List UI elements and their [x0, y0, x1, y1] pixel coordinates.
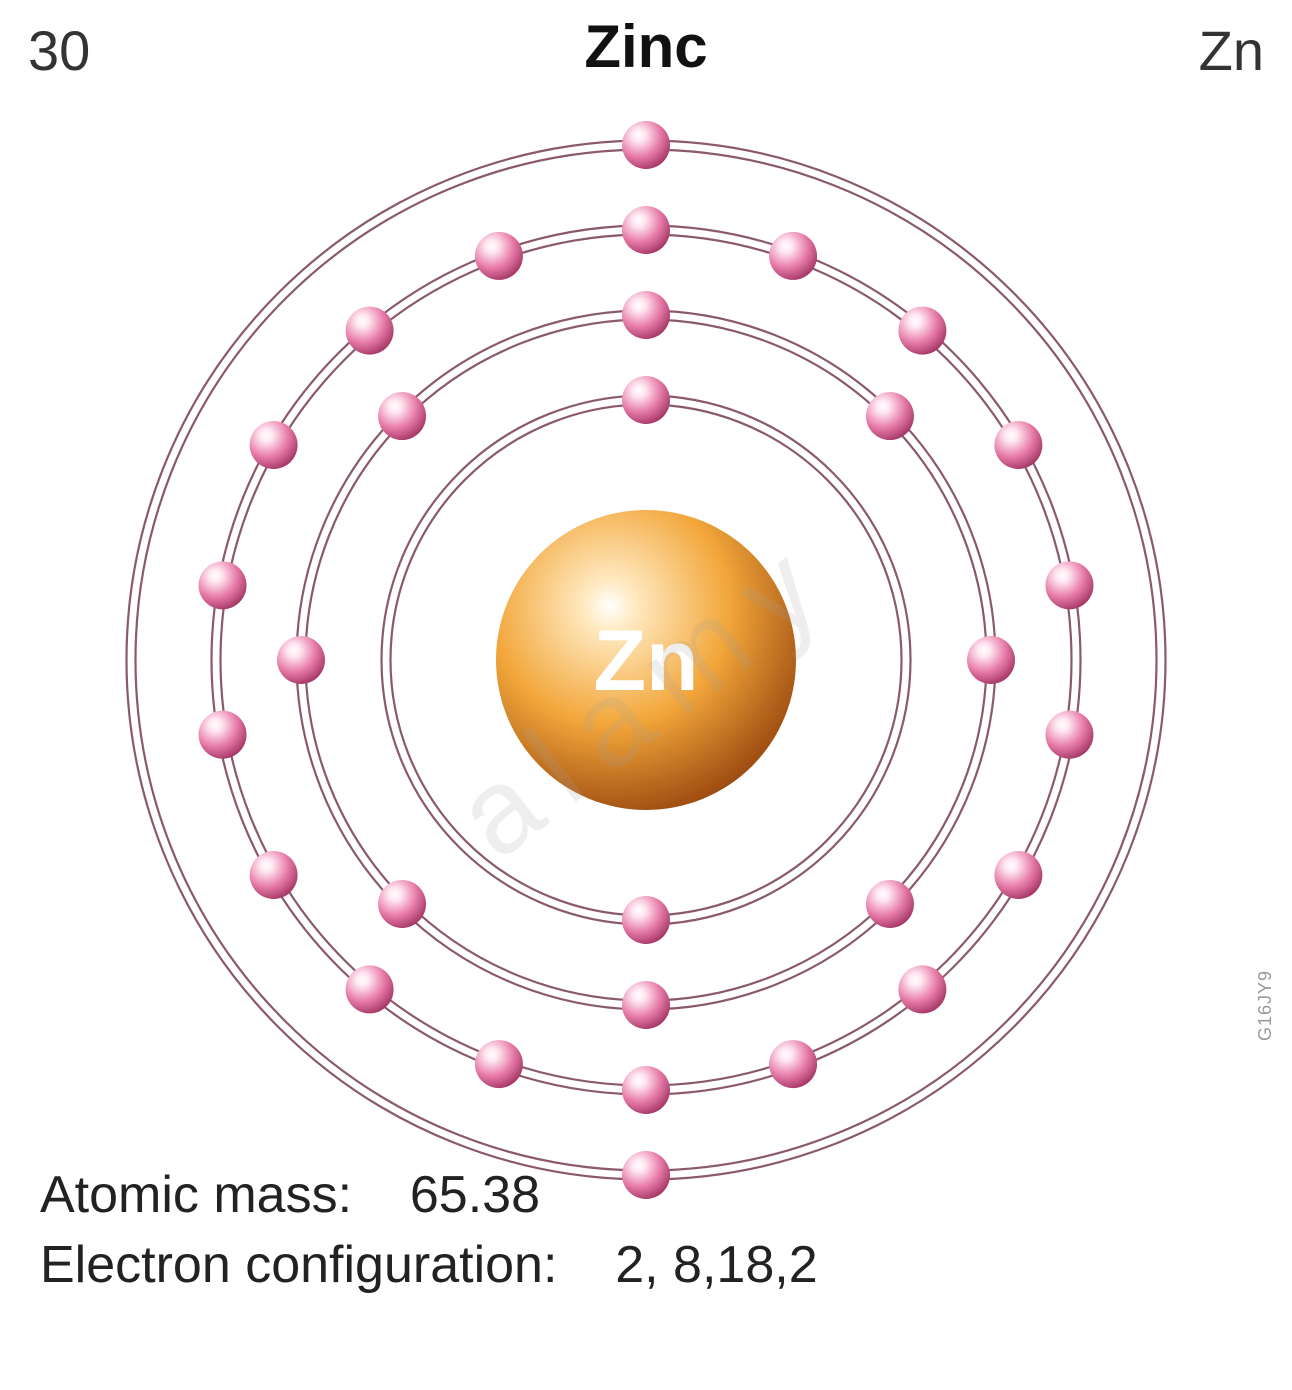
- electron-shell2-n8: [378, 392, 426, 440]
- electron-shell3-n10: [622, 1066, 670, 1114]
- electron-shell1-n1: [622, 376, 670, 424]
- electron-shell2-n2: [866, 392, 914, 440]
- electron-shell3-n12: [346, 965, 394, 1013]
- electron-shell3-n17: [346, 307, 394, 355]
- nucleus-label: Zn: [593, 613, 698, 709]
- electron-shell3-n6: [1045, 711, 1093, 759]
- element-name: Zinc: [584, 12, 707, 81]
- footer-info: Atomic mass: 65.38 Electron configuratio…: [40, 1160, 818, 1300]
- electron-shell3-n7: [994, 851, 1042, 899]
- atomic-number: 30: [28, 18, 90, 83]
- atomic-mass-label: Atomic mass:: [40, 1166, 352, 1224]
- electron-shell3-n16: [250, 421, 298, 469]
- electron-shell2-n5: [622, 981, 670, 1029]
- element-symbol-top: Zn: [1199, 18, 1264, 83]
- electron-config-value: 2, 8,18,2: [615, 1236, 817, 1294]
- electron-shell2-n6: [378, 880, 426, 928]
- electron-shell4-n1: [622, 121, 670, 169]
- electron-shell3-n9: [769, 1040, 817, 1088]
- electron-config-row: Electron configuration: 2, 8,18,2: [40, 1230, 818, 1300]
- bohr-diagram: Zn: [76, 90, 1216, 1235]
- electron-shell3-n18: [475, 232, 523, 280]
- electron-shell2-n1: [622, 291, 670, 339]
- atomic-mass-row: Atomic mass: 65.38: [40, 1160, 818, 1230]
- electron-shell3-n2: [769, 232, 817, 280]
- electron-shell1-n2: [622, 896, 670, 944]
- electron-shell3-n5: [1045, 561, 1093, 609]
- electron-shell3-n8: [898, 965, 946, 1013]
- electron-shell3-n4: [994, 421, 1042, 469]
- electron-shell2-n3: [967, 636, 1015, 684]
- electron-shell3-n13: [250, 851, 298, 899]
- electron-shell2-n7: [277, 636, 325, 684]
- electron-config-label: Electron configuration:: [40, 1236, 557, 1294]
- electron-shell3-n3: [898, 307, 946, 355]
- electron-shell3-n14: [199, 711, 247, 759]
- atomic-mass-value: 65.38: [410, 1166, 540, 1224]
- header: 30 Zinc Zn: [0, 18, 1292, 88]
- watermark-code: G16JY9: [1255, 970, 1276, 1041]
- electron-shell3-n11: [475, 1040, 523, 1088]
- electron-shell2-n4: [866, 880, 914, 928]
- electron-shell3-n1: [622, 206, 670, 254]
- electron-shell3-n15: [199, 561, 247, 609]
